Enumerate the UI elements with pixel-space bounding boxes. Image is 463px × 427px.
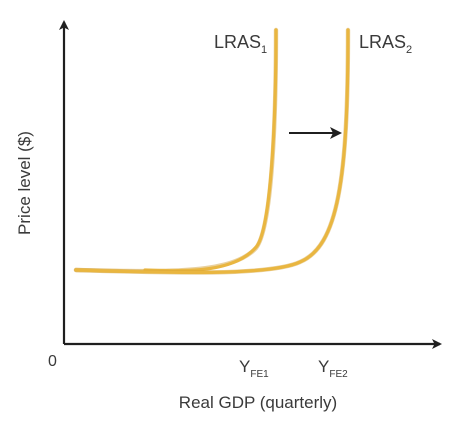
origin-label: 0 — [48, 353, 57, 370]
y-axis-label: Price level ($) — [15, 131, 34, 235]
series-lras1-line — [73, 27, 279, 274]
x-tick-yfe2-sub: FE2 — [329, 369, 348, 380]
series-lras2-line — [73, 27, 351, 275]
series-label-lras1: LRAS1 — [214, 32, 267, 56]
series-label-lras2: LRAS2 — [359, 32, 412, 56]
x-tick-label-yfe2: YFE2 — [318, 357, 348, 380]
x-tick-yfe1-main: Y — [239, 357, 250, 376]
series-label-lras1-main: LRAS — [214, 32, 261, 52]
x-axis-label: Real GDP (quarterly) — [179, 393, 337, 412]
series-label-lras1-sub: 1 — [261, 44, 267, 56]
x-tick-yfe1-sub: FE1 — [250, 369, 269, 380]
series-label-lras2-main: LRAS — [359, 32, 406, 52]
x-tick-label-yfe1: YFE1 — [239, 357, 269, 380]
x-tick-yfe2-main: Y — [318, 357, 329, 376]
series-label-lras2-sub: 2 — [406, 44, 412, 56]
